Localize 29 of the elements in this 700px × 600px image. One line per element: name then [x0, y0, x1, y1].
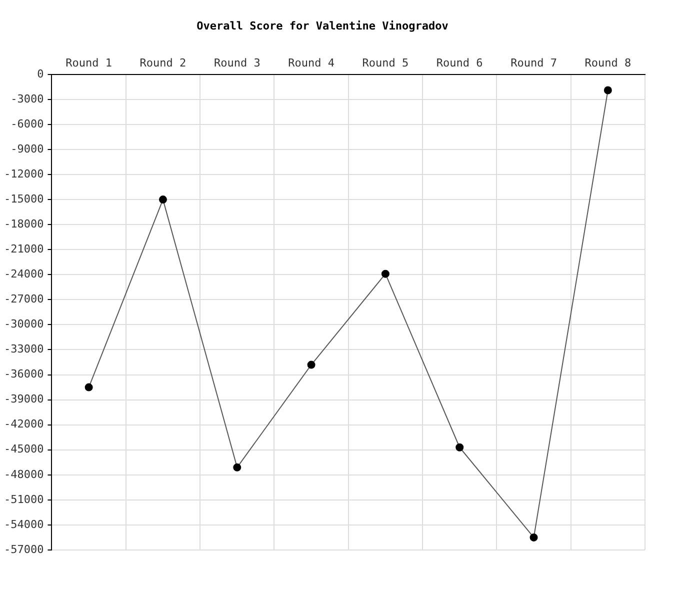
y-tick-label: -18000: [4, 217, 44, 230]
y-tick-label: -45000: [4, 442, 44, 456]
x-tick-label: Round 6: [436, 56, 483, 70]
y-tick-label: -51000: [4, 492, 44, 506]
y-tick-label: -42000: [4, 418, 44, 431]
y-tick-label: -39000: [4, 392, 44, 406]
y-tick-label: -30000: [4, 318, 44, 331]
y-tick-label: -9000: [10, 142, 44, 156]
x-tick-label: Round 1: [66, 56, 112, 70]
x-tick-label: Round 7: [510, 56, 557, 70]
y-tick-label: -6000: [10, 117, 44, 130]
x-tick-label: Round 4: [288, 56, 335, 70]
y-tick-label: -21000: [4, 242, 44, 256]
y-tick-label: -57000: [4, 542, 44, 556]
x-tick-label: Round 8: [584, 56, 632, 70]
x-tick-label: Round 2: [140, 56, 186, 70]
y-tick-label: 0: [37, 67, 44, 80]
chart-title: Overall Score for Valentine Vinogradov: [196, 19, 449, 32]
y-tick-label: -36000: [4, 368, 44, 381]
x-tick-label: Round 3: [214, 56, 260, 70]
y-tick-label: -15000: [4, 192, 44, 206]
y-tick-label: -33000: [4, 342, 44, 356]
x-tick-label: Round 5: [362, 56, 409, 70]
y-tick-label: -12000: [4, 167, 44, 180]
y-tick-label: -48000: [4, 468, 44, 481]
y-tick-label: -3000: [10, 92, 44, 106]
y-tick-label: -24000: [4, 268, 44, 281]
y-tick-label: -27000: [4, 292, 44, 306]
y-tick-label: -54000: [4, 518, 44, 531]
